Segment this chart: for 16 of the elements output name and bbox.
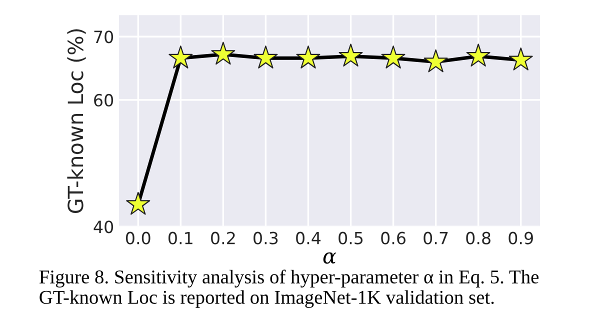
caption: Figure 8. Sensitivity analysis of hyper-parameter α in Eq. 5. The GT-known Loc is reported on ImageNet-1K validation set. <box>39 270 539 308</box>
y-tick-label: 60 <box>94 94 114 107</box>
x-tick-label: 0.9 <box>508 232 533 244</box>
x-tick-label: 0.3 <box>254 232 278 244</box>
x-tick-label: 0.8 <box>466 232 490 244</box>
y-tick-label: 70 <box>94 30 114 44</box>
x-tick-label: 0.5 <box>338 232 363 244</box>
y-axis-title: GT-known Loc (%) <box>67 29 86 214</box>
x-tick-label: 0.6 <box>381 232 406 244</box>
x-tick-label: 0.4 <box>296 232 321 244</box>
y-tick-label: 40 <box>94 220 114 234</box>
x-tick-label: 0.1 <box>168 232 192 244</box>
x-tick-label: 0.0 <box>126 232 150 244</box>
x-tick-label: 0.7 <box>424 232 448 244</box>
x-axis-title: α <box>323 252 336 264</box>
x-tick-label: 0.2 <box>211 232 235 244</box>
